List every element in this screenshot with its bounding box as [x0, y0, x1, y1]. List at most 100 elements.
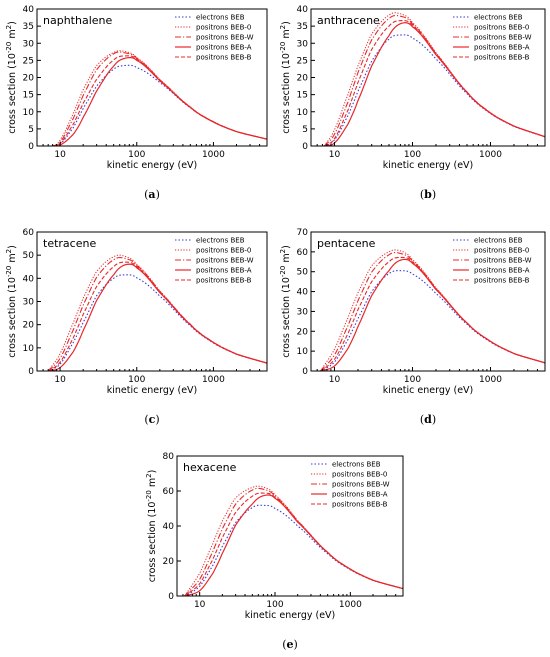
y-tick-label: 30	[23, 298, 35, 308]
y-tick-label: 35	[23, 22, 34, 32]
chart-panel-1: 0 5 10 15 20 25 30 35 40 10 100 1000 kinetic energy …	[5, 5, 268, 201]
series-group	[319, 249, 545, 371]
y-tick-label: 5	[302, 125, 308, 135]
legend-entry-label: positrons BEB-B	[196, 54, 252, 62]
legend-entry-label: positrons BEB-B	[474, 54, 530, 62]
y-tick-label: 60	[163, 487, 175, 497]
y-tick-label: 60	[297, 248, 309, 258]
y-axis-label: cross section (10-20 m2)	[145, 470, 158, 583]
y-tick-label: 0	[302, 367, 308, 377]
legend-entry-label: positrons BEB-B	[474, 277, 530, 285]
legend-entry-label: positrons BEB-B	[332, 501, 388, 509]
legend-entry-label: positrons BEB-A	[196, 267, 252, 275]
series-line-positrons-beb-b	[47, 261, 267, 371]
y-axis-label: cross section (10-20 m2)	[279, 245, 292, 358]
y-tick-label: 25	[23, 56, 34, 66]
x-axis-label: kinetic energy (eV)	[383, 385, 474, 396]
series-line-positrons-beb-b	[52, 55, 267, 146]
y-tick-label: 10	[23, 108, 35, 118]
x-tick-label: 1000	[479, 375, 502, 385]
series-line-positrons-beb-a	[184, 494, 403, 596]
panel-label: (c)	[144, 413, 159, 426]
series-group	[52, 50, 267, 146]
y-tick-label: 70	[297, 228, 309, 238]
series-group	[323, 12, 545, 146]
x-tick-label: 100	[128, 150, 145, 160]
chart-panel-3: 0 10 20 30 40 50 60 10 100 1000 kinetic energy (eV…	[5, 228, 268, 426]
y-tick-label: 20	[163, 557, 175, 567]
y-tick-label: 10	[297, 108, 309, 118]
chart-title: anthracene	[317, 14, 380, 27]
x-tick-label: 10	[54, 150, 66, 160]
series-line-electrons-beb	[324, 34, 545, 146]
y-tick-label: 30	[23, 39, 35, 49]
y-tick-label: 40	[163, 522, 175, 532]
chart-title: naphthalene	[43, 14, 112, 27]
legend-entry-label: positrons BEB-A	[474, 44, 530, 52]
x-tick-label: 10	[54, 375, 66, 385]
y-axis-label: cross section (10-20 m2)	[279, 21, 292, 134]
y-tick-label: 0	[28, 367, 34, 377]
x-axis-label: kinetic energy (eV)	[107, 385, 198, 396]
chart-title: tetracene	[43, 237, 96, 250]
legend-entry-label: positrons BEB-W	[332, 481, 390, 489]
legend-entry-label: positrons BEB-A	[196, 44, 252, 52]
legend: electrons BEB positrons BEB-0 positrons BE…	[311, 461, 390, 509]
x-tick-label: 100	[404, 375, 421, 385]
y-tick-label: 5	[28, 125, 34, 135]
legend-entry-label: positrons BEB-0	[474, 24, 529, 32]
y-tick-label: 20	[23, 74, 35, 84]
legend: electrons BEB positrons BEB-0 positrons BE…	[453, 237, 532, 285]
legend-entry-label: positrons BEB-0	[474, 247, 529, 255]
panel-label: (e)	[282, 638, 298, 651]
series-group	[184, 485, 403, 596]
y-tick-label: 40	[297, 5, 309, 15]
y-tick-label: 20	[23, 321, 35, 331]
x-tick-label: 100	[404, 150, 421, 160]
y-tick-label: 50	[23, 251, 35, 261]
legend-entry-label: positrons BEB-W	[196, 257, 254, 265]
series-line-electrons-beb	[184, 504, 403, 596]
chart-title: hexacene	[183, 461, 237, 474]
x-tick-label: 1000	[202, 150, 225, 160]
y-tick-label: 0	[302, 142, 308, 152]
y-tick-label: 35	[297, 22, 308, 32]
chart-title: pentacene	[317, 237, 376, 250]
x-tick-label: 100	[266, 600, 283, 610]
x-tick-label: 1000	[202, 375, 225, 385]
y-tick-label: 40	[23, 274, 35, 284]
y-tick-label: 30	[297, 307, 309, 317]
y-tick-label: 50	[297, 268, 309, 278]
series-line-positrons-beb-w	[52, 51, 267, 146]
legend-entry-label: positrons BEB-A	[474, 267, 530, 275]
series-line-positrons-beb-0	[323, 12, 545, 146]
legend-entry-label: electrons BEB	[196, 237, 245, 245]
y-tick-label: 40	[23, 5, 35, 15]
x-axis-label: kinetic energy (eV)	[245, 610, 336, 621]
y-tick-label: 20	[297, 327, 309, 337]
legend-entry-label: positrons BEB-B	[196, 277, 252, 285]
panel-label: (d)	[420, 413, 436, 426]
y-tick-label: 0	[168, 592, 174, 602]
x-axis-label: kinetic energy (eV)	[107, 160, 198, 171]
legend-entry-label: positrons BEB-0	[332, 471, 387, 479]
y-axis-label: cross section (10-20 m2)	[5, 21, 18, 134]
series-line-positrons-beb-w	[47, 257, 267, 371]
x-tick-label: 1000	[479, 150, 502, 160]
x-tick-label: 10	[194, 600, 206, 610]
legend-entry-label: electrons BEB	[196, 14, 245, 22]
legend-entry-label: positrons BEB-W	[474, 257, 532, 265]
legend: electrons BEB positrons BEB-0 positrons BE…	[175, 14, 254, 62]
y-tick-label: 15	[23, 91, 34, 101]
legend: electrons BEB positrons BEB-0 positrons BE…	[175, 237, 254, 285]
y-tick-label: 60	[23, 228, 35, 238]
y-tick-label: 25	[297, 56, 308, 66]
legend: electrons BEB positrons BEB-0 positrons BE…	[453, 14, 532, 62]
y-tick-label: 10	[23, 344, 35, 354]
y-axis-label: cross section (10-20 m2)	[5, 245, 18, 358]
legend-entry-label: positrons BEB-A	[332, 491, 388, 499]
series-line-positrons-beb-b	[320, 256, 545, 371]
series-line-positrons-beb-b	[323, 20, 545, 146]
